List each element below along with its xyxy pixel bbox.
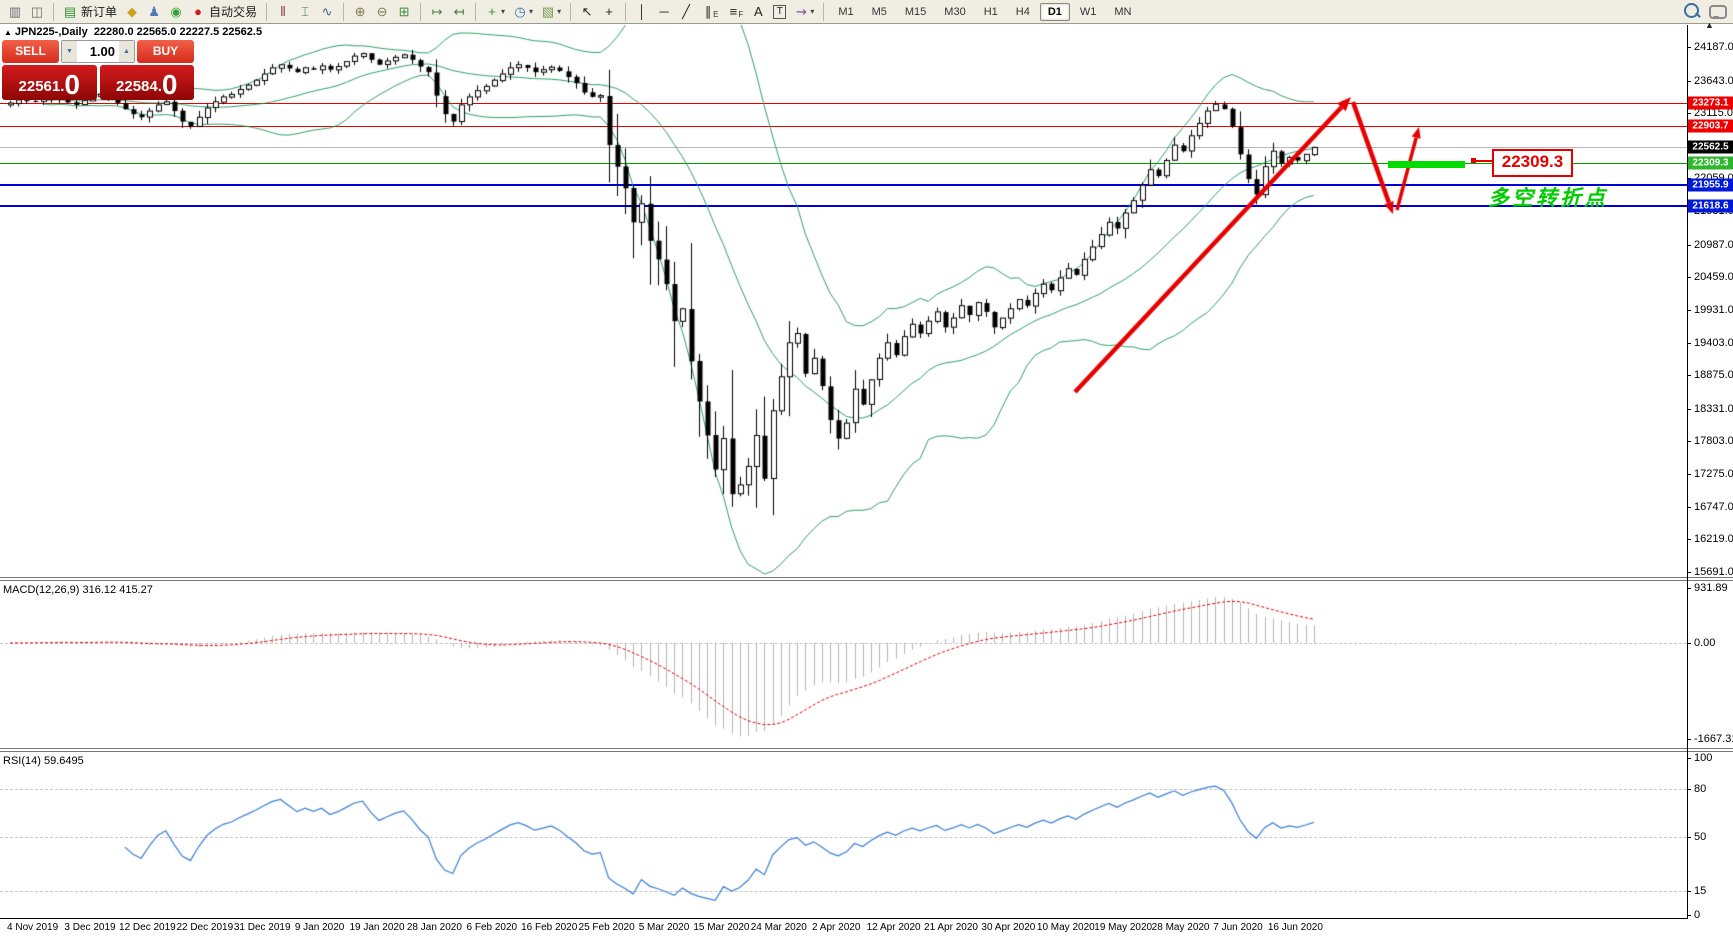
sell-price-main: 22561.: [18, 78, 65, 95]
volume-input[interactable]: 1.00: [89, 44, 115, 59]
buy-price-main: 22584.: [116, 78, 162, 95]
one-click-trading-panel: SELL ▼ 1.00 ▲ BUY 22561. 0 22584. 0: [2, 40, 194, 100]
buy-price-button[interactable]: 22584. 0: [99, 65, 194, 100]
sell-price-button[interactable]: 22561. 0: [2, 65, 97, 100]
volume-down-button[interactable]: ▼: [62, 41, 77, 62]
buy-price-big-digit: 0: [161, 69, 178, 100]
sell-button[interactable]: SELL: [2, 40, 59, 63]
volume-up-button[interactable]: ▲: [119, 41, 134, 62]
sell-price-big-digit: 0: [64, 69, 80, 100]
volume-spinner: ▼ 1.00 ▲: [61, 40, 135, 63]
buy-button[interactable]: BUY: [137, 40, 194, 63]
